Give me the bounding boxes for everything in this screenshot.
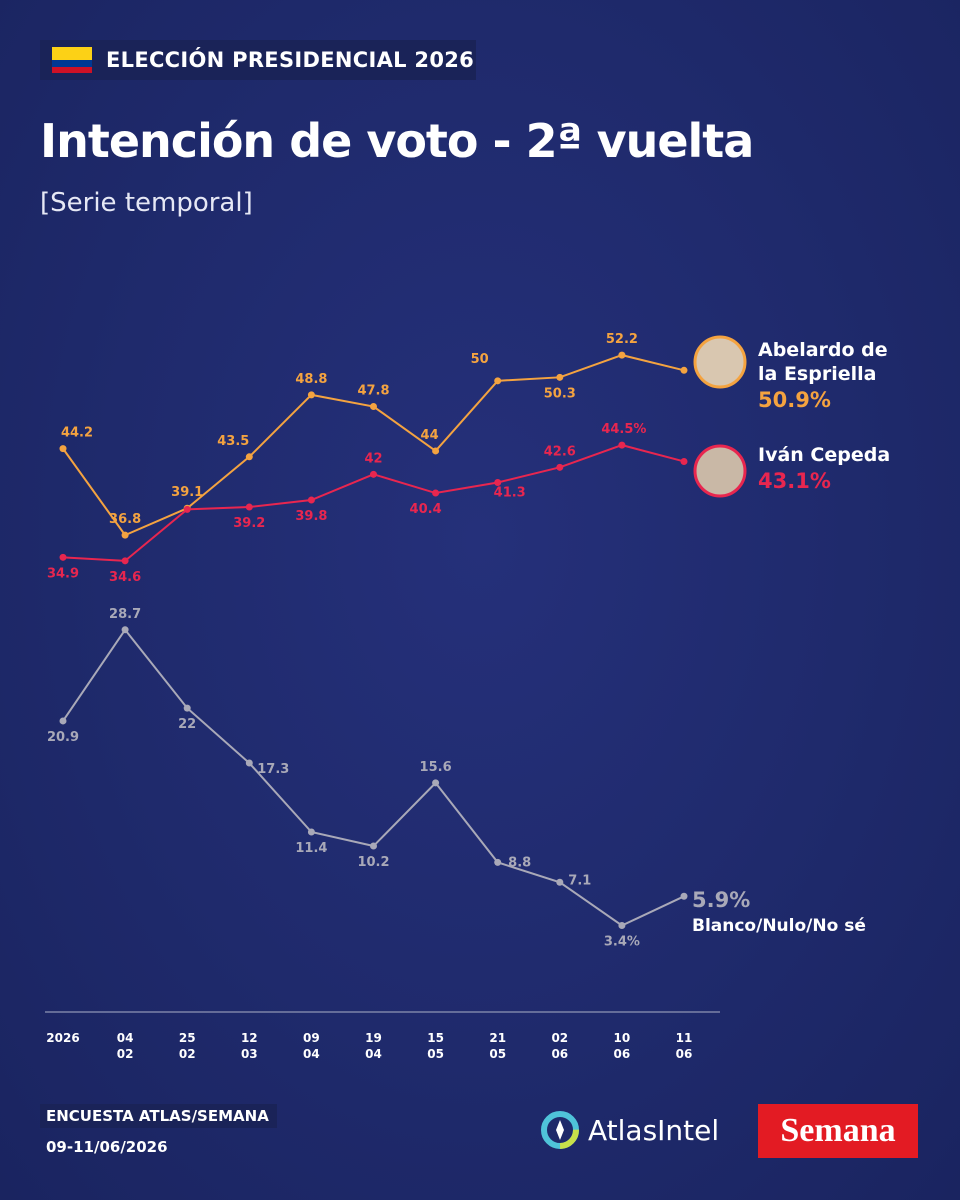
value-label: 17.3 [257,762,289,777]
value-label: 34.6 [109,570,141,585]
point [432,447,440,455]
chart-title: Intención de voto - 2ª vuelta [40,114,754,168]
point [494,479,502,487]
end-value: 43.1% [758,469,831,494]
point [307,828,315,836]
x-tick-label: 12 03 [241,1031,258,1061]
flag [52,47,92,73]
value-label: 44.5% [601,422,646,437]
point [121,626,129,634]
value-label: 15.6 [420,760,452,775]
end-label: 5.9% Blanco/Nulo/No sé [692,886,892,938]
point [680,457,688,465]
end-value: 5.9% [692,888,751,913]
value-label: 34.9 [47,566,79,581]
end-label: Abelardo de la Espriella 50.9% [758,338,908,414]
x-tick-label: 15 05 [427,1031,444,1061]
avatar [693,335,747,389]
value-label: 44 [421,428,439,443]
value-label: 42.6 [544,444,576,459]
point [183,704,191,712]
value-label: 44.2 [61,426,93,441]
point [370,842,377,850]
brand: AtlasIntel [588,1113,720,1147]
value-label: 52.2 [606,332,638,347]
point [494,377,502,385]
avatar [693,444,747,498]
point [618,922,626,930]
value-label: 20.9 [47,730,79,745]
value-label: 39.8 [295,509,327,524]
point [183,505,191,513]
value-label: 22 [178,717,196,732]
atlas-logo: AtlasIntel [540,1110,719,1150]
semana-logo: Semana [758,1104,918,1158]
point [370,470,377,478]
series-line [62,354,685,537]
point [556,463,564,471]
point [556,373,564,381]
x-tick-label: 2026 [46,1031,79,1045]
value-label: 48.8 [295,372,327,387]
value-label: 36.8 [109,512,141,527]
series-name: Abelardo de la Espriella [758,339,888,386]
value-label: 39.2 [233,516,265,531]
value-label: 39.1 [171,485,203,500]
point [432,489,440,497]
brand: Semana [780,1112,896,1149]
value-label: 8.8 [508,855,531,870]
value-label: 41.3 [494,486,526,501]
point [245,503,253,511]
value-label: 43.5 [217,434,249,449]
x-tick-label: 11 06 [676,1031,693,1061]
x-tick-label: 10 06 [614,1031,631,1061]
x-tick-label: 09 04 [303,1031,320,1061]
kicker: ELECCIÓN PRESIDENCIAL 2026 [106,48,475,72]
point [432,779,440,787]
atlas-icon [541,1111,579,1149]
series-name: Blanco/Nulo/No sé [692,916,866,937]
end-value: 50.9% [758,388,831,413]
point [370,403,377,411]
point [307,496,315,504]
poll-date: 09-11/06/2026 [46,1138,168,1156]
point [680,892,688,900]
point [121,531,129,539]
x-tick-label: 19 04 [365,1031,382,1061]
value-label: 42 [364,451,382,466]
value-label: 40.4 [410,502,442,517]
value-label: 3.4% [604,935,640,950]
point [59,445,67,453]
series-name: Iván Cepeda [758,444,891,467]
value-label: 28.7 [109,607,141,622]
value-label: 47.8 [357,384,389,399]
point [556,878,564,886]
point [59,553,67,561]
kicker-box: ELECCIÓN PRESIDENCIAL 2026 [40,40,476,80]
chart-subtitle: [Serie temporal] [40,188,253,218]
point [618,351,626,359]
point [245,759,253,767]
point [307,391,315,399]
point [59,717,67,725]
point [618,441,626,449]
value-label: 7.1 [568,873,591,888]
x-tick-label: 04 02 [117,1031,134,1061]
x-tick-label: 25 02 [179,1031,196,1061]
value-label: 10.2 [357,855,389,870]
value-label: 50 [471,352,489,367]
point [680,366,688,374]
x-tick-label: 21 05 [489,1031,506,1061]
source: ENCUESTA ATLAS/SEMANA [40,1104,277,1128]
x-tick-label: 02 06 [551,1031,568,1061]
value-label: 11.4 [295,841,327,856]
end-label: Iván Cepeda 43.1% [758,443,908,495]
point [494,858,502,866]
point [121,557,129,565]
point [245,453,253,461]
value-label: 50.3 [544,386,576,401]
